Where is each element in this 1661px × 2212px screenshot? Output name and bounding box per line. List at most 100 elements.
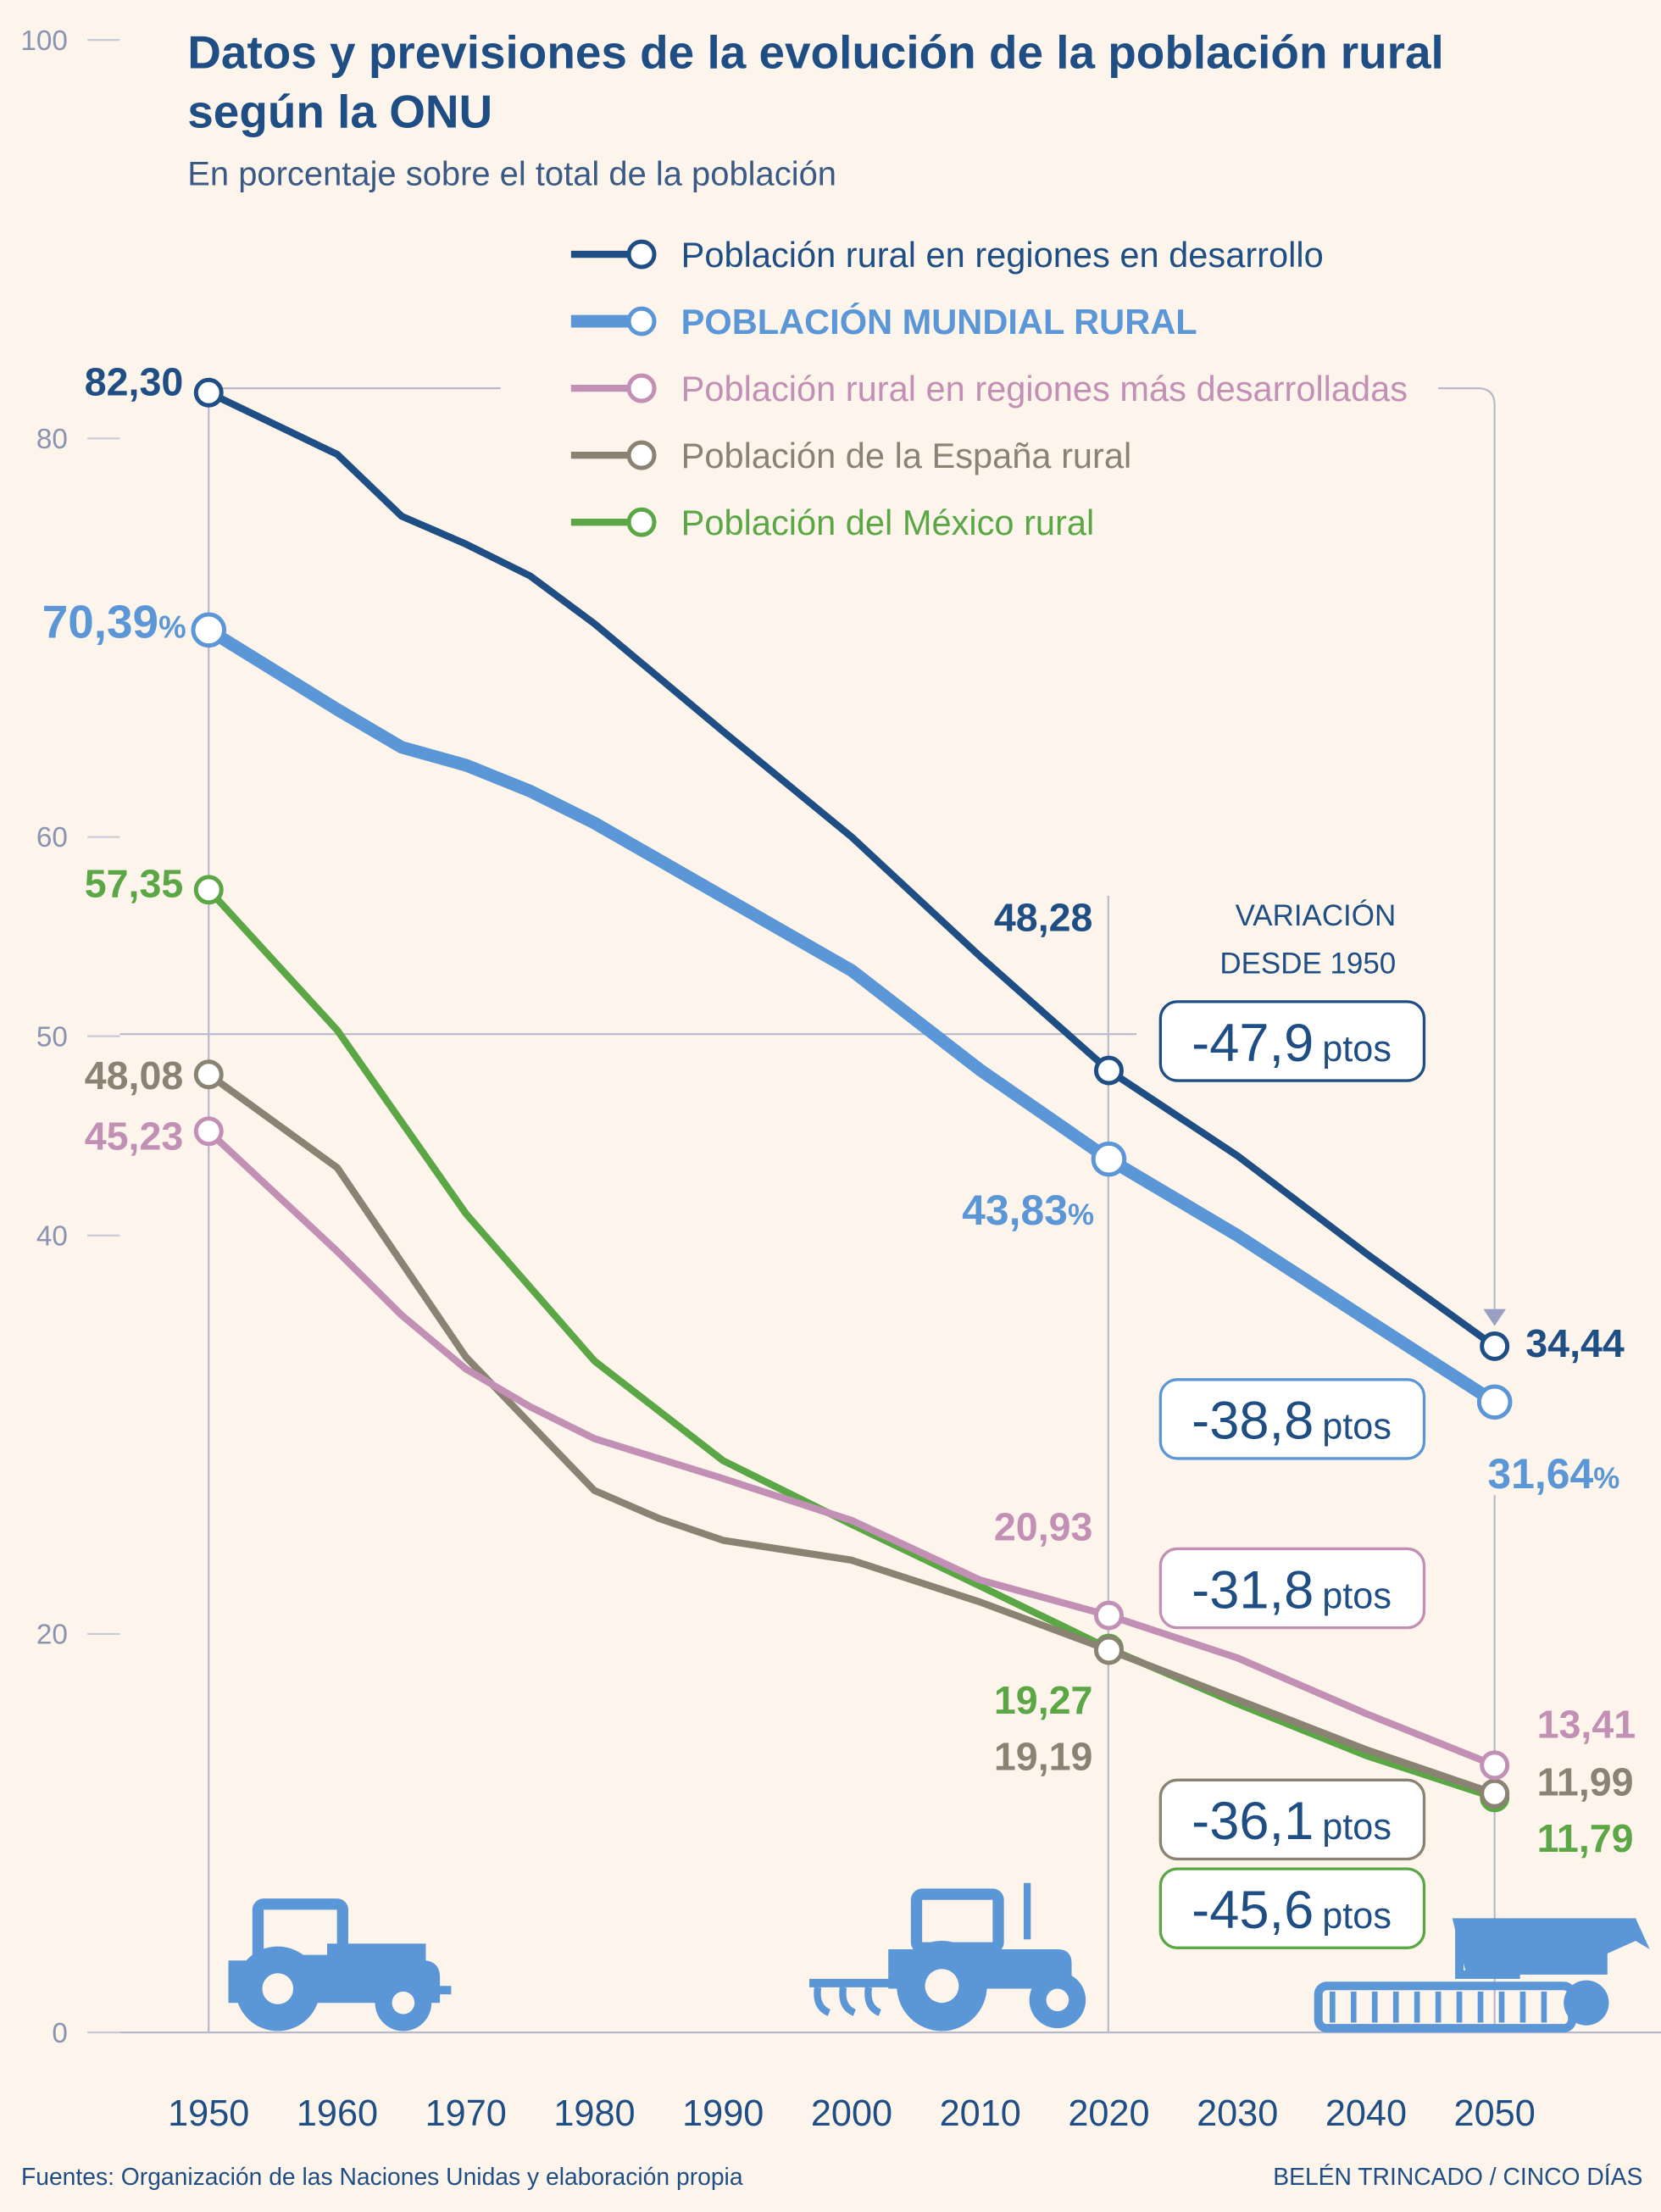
variation-value: -38,8 ptos	[1192, 1392, 1392, 1451]
series-line	[205, 624, 1498, 1408]
data-point	[1480, 1331, 1510, 1361]
series-0	[193, 377, 1510, 1361]
label-developed-1950: 45,23	[85, 1114, 184, 1159]
y-tick-label: 80	[36, 424, 68, 455]
x-tick-label: 1990	[682, 2093, 764, 2134]
data-point	[1480, 1778, 1510, 1809]
data-point	[1093, 1055, 1124, 1086]
x-tick-label: 2050	[1454, 2093, 1536, 2134]
legend-marker	[626, 440, 657, 470]
source-note: Fuentes: Organización de las Naciones Un…	[21, 2163, 743, 2190]
series-line	[206, 1071, 1497, 1798]
value-labels: 82,30 48,28 34,44 70,39% 43,83% 31,64% 4…	[42, 359, 1636, 1860]
y-tick-label: 50	[36, 1021, 68, 1053]
variation-box-frame	[1158, 1778, 1426, 1861]
label-developing-2050: 34,44	[1525, 1321, 1625, 1365]
variation-value: -45,6 ptos	[1192, 1881, 1392, 1940]
x-tick-label: 1980	[553, 2093, 635, 2134]
x-tick-label: 2000	[811, 2093, 892, 2134]
label-world-2020: 43,83%	[962, 1187, 1094, 1234]
legend-label: Población del México rural	[681, 503, 1095, 542]
data-point	[1091, 1141, 1127, 1177]
label-spain-2020: 19,19	[994, 1735, 1093, 1779]
variation-box-frame	[1158, 1378, 1426, 1460]
x-axis: 1950 1960 1970 1980 1990 2000 2010 2020 2030 2040…	[168, 2093, 1536, 2134]
variation-box: -47,9 ptos	[1158, 1000, 1426, 1082]
label-mexico-2020: 19,27	[994, 1678, 1093, 1722]
tractor-harrow-icon	[809, 1882, 1086, 2031]
data-point	[1480, 1750, 1510, 1781]
label-developed-2050: 13,41	[1537, 1702, 1636, 1746]
chart-title: Datos y previsiones de la evolución de l…	[187, 25, 1443, 78]
x-tick-label: 2020	[1068, 2093, 1149, 2134]
series-group	[191, 377, 1513, 1813]
variation-box-frame	[1158, 1867, 1426, 1949]
chart-title-line2: según la ONU	[187, 85, 492, 137]
x-tick-label: 1970	[425, 2093, 507, 2134]
tractor-icon	[228, 1898, 452, 2031]
variation-box: -36,1 ptos	[1158, 1778, 1426, 1861]
variation-box: -31,8 ptos	[1158, 1547, 1426, 1630]
label-developing-2020: 48,28	[994, 896, 1093, 940]
variation-box-frame	[1158, 1000, 1426, 1082]
y-tick-label: 20	[36, 1620, 68, 1651]
legend: Población rural en regiones en desarroll…	[570, 235, 1408, 542]
variation-value: -31,8 ptos	[1192, 1560, 1392, 1620]
series-2	[193, 1116, 1510, 1781]
data-point	[1476, 1384, 1513, 1420]
label-spain-1950: 48,08	[85, 1053, 184, 1098]
data-point	[193, 875, 224, 905]
variation-header-1: VARIACIÓN	[1236, 899, 1397, 932]
legend-marker	[626, 306, 657, 336]
x-tick-label: 1950	[168, 2093, 249, 2134]
label-developing-1950: 82,30	[85, 359, 184, 403]
label-developed-2020: 20,93	[994, 1504, 1093, 1548]
series-3	[193, 1059, 1510, 1809]
y-tick-label: 40	[36, 1220, 68, 1252]
series-line	[207, 389, 1497, 1349]
chart-subtitle: En porcentaje sobre el total de la pobla…	[187, 156, 836, 193]
legend-marker	[626, 373, 657, 403]
bracket-arrow-line	[1438, 387, 1496, 1312]
legend-item: POBLACIÓN MUNDIAL RURAL	[570, 301, 1197, 342]
data-point	[191, 612, 227, 648]
legend-marker	[626, 507, 657, 537]
data-point	[1093, 1635, 1124, 1665]
data-point	[193, 377, 224, 408]
x-tick-label: 2040	[1325, 2093, 1407, 2134]
data-point	[193, 1059, 224, 1090]
label-spain-2050: 11,99	[1537, 1760, 1634, 1804]
legend-marker	[626, 239, 657, 270]
variation-value: -47,9 ptos	[1192, 1014, 1392, 1073]
variation-header-2: DESDE 1950	[1219, 948, 1396, 981]
label-mexico-1950: 57,35	[85, 862, 184, 906]
legend-label: POBLACIÓN MUNDIAL RURAL	[681, 301, 1197, 342]
y-tick-label: 60	[36, 822, 68, 853]
legend-item: Población del México rural	[570, 503, 1095, 542]
variation-box: -45,6 ptos	[1158, 1867, 1426, 1949]
y-axis: 100 80 60 50 40 20 0	[20, 25, 120, 2049]
x-tick-label: 2010	[940, 2093, 1021, 2134]
combine-harvester-icon	[1314, 1918, 1650, 2033]
legend-item: Población rural en regiones en desarroll…	[570, 235, 1324, 275]
label-world-1950: 70,39%	[42, 596, 186, 648]
series-1	[191, 612, 1513, 1420]
x-tick-label: 1960	[297, 2093, 378, 2134]
data-point	[1093, 1600, 1124, 1631]
credit: BELÉN TRINCADO / CINCO DÍAS	[1273, 2163, 1642, 2190]
legend-label: Población rural en regiones en desarroll…	[681, 235, 1324, 275]
label-world-2050: 31,64%	[1487, 1450, 1619, 1498]
y-tick-label: 0	[52, 2018, 68, 2049]
arrow-head	[1483, 1309, 1506, 1326]
variation-boxes: -47,9 ptos -38,8 ptos -31,8 ptos -36,1 ptos -45,…	[1158, 1000, 1426, 1949]
legend-label: Población rural en regiones más desarrol…	[681, 369, 1408, 408]
legend-item: Población de la España rural	[570, 436, 1132, 475]
x-tick-label: 2030	[1197, 2093, 1278, 2134]
data-point	[193, 1116, 224, 1147]
series-line	[206, 886, 1496, 1801]
legend-label: Población de la España rural	[681, 436, 1132, 475]
variation-box-frame	[1158, 1547, 1426, 1630]
variation-box: -38,8 ptos	[1158, 1378, 1426, 1460]
legend-item: Población rural en regiones más desarrol…	[570, 369, 1408, 408]
